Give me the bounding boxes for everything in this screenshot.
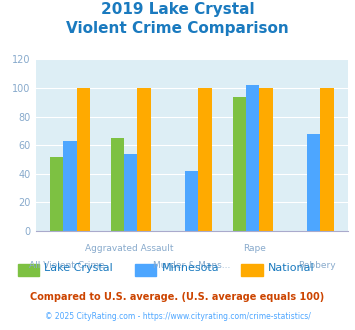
Bar (233, 97, 246, 231)
Bar (198, 88, 212, 231)
Text: Lake Crystal: Lake Crystal (44, 263, 113, 273)
Text: Robbery: Robbery (298, 261, 335, 270)
Bar (137, 88, 151, 231)
Bar (260, 88, 273, 231)
Text: Minnesota: Minnesota (162, 263, 219, 273)
Text: Violent Crime Comparison: Violent Crime Comparison (66, 21, 289, 36)
Text: All Violent Crime: All Violent Crime (29, 261, 105, 270)
Text: Rape: Rape (243, 244, 266, 253)
Text: 2019 Lake Crystal: 2019 Lake Crystal (101, 2, 254, 16)
Text: Murder & Mans...: Murder & Mans... (153, 261, 230, 270)
Bar (111, 138, 124, 231)
Bar (124, 154, 137, 231)
Bar (185, 171, 198, 231)
Bar (63, 141, 77, 231)
Text: National: National (268, 263, 315, 273)
Bar (77, 88, 90, 231)
Text: Aggravated Assault: Aggravated Assault (85, 244, 174, 253)
Text: Compared to U.S. average. (U.S. average equals 100): Compared to U.S. average. (U.S. average … (31, 292, 324, 302)
Text: © 2025 CityRating.com - https://www.cityrating.com/crime-statistics/: © 2025 CityRating.com - https://www.city… (45, 312, 310, 321)
Bar (50, 157, 63, 231)
Bar (320, 88, 334, 231)
Bar (246, 85, 260, 231)
Bar (307, 134, 320, 231)
